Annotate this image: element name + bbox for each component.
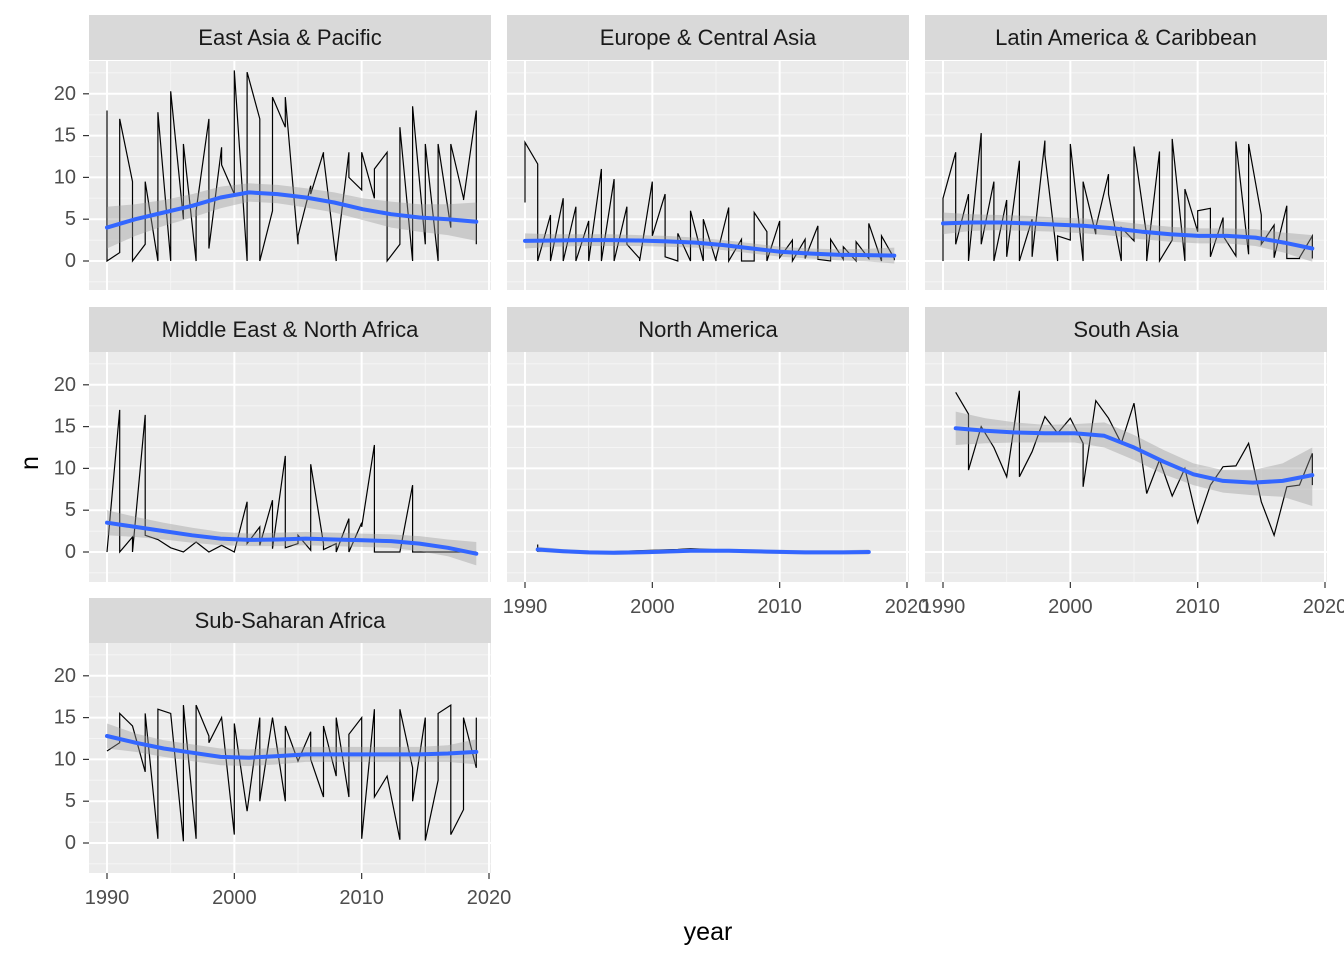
x-tick-label: 2020 <box>467 887 512 909</box>
facet-strip <box>925 307 1327 352</box>
y-tick-label: 20 <box>54 374 76 396</box>
facet-strip <box>925 15 1327 60</box>
smooth-line <box>105 520 479 556</box>
series-line <box>106 409 477 554</box>
facet-title: South Asia <box>1073 317 1179 342</box>
y-tick-label: 20 <box>54 665 76 687</box>
series-line <box>106 70 477 263</box>
x-tick-label: 2010 <box>757 596 802 618</box>
x-tick-label: 2010 <box>339 887 384 909</box>
facet-title: North America <box>638 317 778 342</box>
facet-strip <box>89 15 491 60</box>
facet-panel: Middle East & North Africa 0 5 10 15 20 <box>54 307 491 582</box>
y-tick-label: 10 <box>54 166 76 188</box>
x-tick-label: 2020 <box>885 596 930 618</box>
data-layer <box>105 409 479 566</box>
facet-title: East Asia & Pacific <box>198 25 381 50</box>
data-layer <box>105 703 479 842</box>
y-tick-label: 5 <box>65 499 76 521</box>
facet-panel: Latin America & Caribbean <box>925 15 1327 290</box>
y-tick-label: 15 <box>54 416 76 438</box>
smooth-line <box>105 190 479 230</box>
y-tick-label: 0 <box>65 832 76 854</box>
y-tick-label: 10 <box>54 457 76 479</box>
facet-panel: North America 1990 2000 2010 2020 <box>503 307 930 618</box>
smooth-line <box>535 547 871 555</box>
y-axis-title: n <box>16 456 44 470</box>
data-layer <box>941 133 1315 264</box>
series-line <box>106 703 477 842</box>
facet-title: Europe & Central Asia <box>600 25 817 50</box>
x-axis-title: year <box>684 918 733 946</box>
data-layer <box>535 544 871 555</box>
facet-panel: East Asia & Pacific 0 5 10 15 20 <box>54 15 491 290</box>
facet-title: Sub-Saharan Africa <box>195 608 387 633</box>
confidence-band <box>107 183 477 249</box>
x-tick-label: 2000 <box>630 596 675 618</box>
smooth-line <box>523 238 897 258</box>
smooth-line <box>941 220 1315 251</box>
x-tick-label: 2010 <box>1175 596 1220 618</box>
facet-strip <box>507 307 909 352</box>
panel-background <box>507 61 909 290</box>
series-line <box>942 133 1313 264</box>
facet-strip <box>89 307 491 352</box>
y-tick-label: 15 <box>54 707 76 729</box>
y-tick-label: 10 <box>54 748 76 770</box>
panel-background <box>89 643 491 873</box>
y-tick-label: 0 <box>65 250 76 272</box>
facet-strip <box>507 15 909 60</box>
y-tick-label: 15 <box>54 125 76 147</box>
y-tick-label: 20 <box>54 83 76 105</box>
x-tick-label: 2000 <box>212 887 257 909</box>
data-layer <box>105 70 479 263</box>
data-layer <box>953 390 1315 538</box>
smooth-line <box>953 426 1315 485</box>
x-tick-label: 2000 <box>1048 596 1093 618</box>
facet-panel: Sub-Saharan Africa 0 5 10 15 20 1990 2000 2010 20… <box>54 598 512 909</box>
y-tick-label: 5 <box>65 208 76 230</box>
facet-title: Latin America & Caribbean <box>995 25 1257 50</box>
facet-strip <box>89 598 491 643</box>
panel-background <box>925 61 1327 290</box>
facet-panel: South Asia 1990 2000 2010 2020 <box>921 307 1344 618</box>
panel-background <box>507 352 909 582</box>
facet-panel: Europe & Central Asia <box>507 15 909 290</box>
series-line <box>524 140 895 264</box>
panel-background <box>89 61 491 290</box>
x-tick-label: 2020 <box>1303 596 1344 618</box>
y-tick-label: 0 <box>65 541 76 563</box>
panel-background <box>925 352 1327 582</box>
data-layer <box>523 140 897 264</box>
smooth-line <box>105 734 479 760</box>
y-tick-label: 5 <box>65 790 76 812</box>
x-tick-label: 1990 <box>921 596 966 618</box>
facet-title: Middle East & North Africa <box>162 317 420 342</box>
x-tick-label: 1990 <box>85 887 130 909</box>
x-tick-label: 1990 <box>503 596 548 618</box>
